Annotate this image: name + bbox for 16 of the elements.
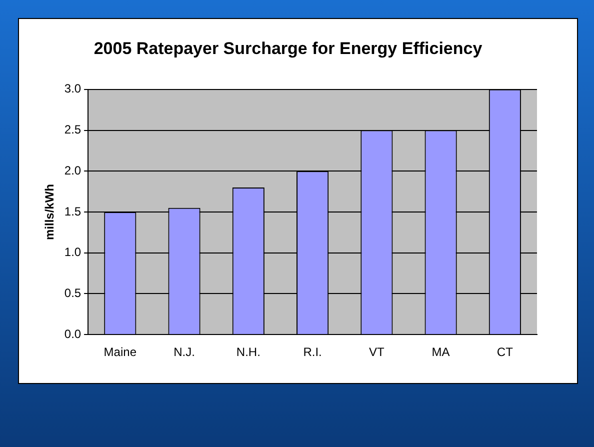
y-tick-label: 2.5	[64, 122, 82, 137]
y-axis-title: mills/kWh	[42, 184, 57, 240]
y-tick-label: 0.0	[64, 326, 82, 341]
y-tick-label: 0.5	[64, 286, 82, 300]
chart-title: 2005 Ratepayer Surcharge for Energy Efficiency	[94, 38, 483, 58]
x-tick-label: R.I.	[303, 345, 322, 360]
x-tick-label: N.J.	[174, 345, 195, 360]
x-tick-label: CT	[496, 345, 514, 360]
x-tick-label: N.H.	[236, 345, 260, 360]
y-tick-label: 3.0	[64, 82, 82, 96]
x-tick-label: VT	[369, 345, 386, 360]
x-tick-label: Maine	[104, 345, 137, 360]
x-tick-label: MA	[432, 345, 450, 360]
y-tick-label: 1.5	[64, 204, 82, 218]
y-tick-label: 1.0	[64, 245, 82, 260]
y-tick-label: 2.0	[64, 163, 82, 178]
